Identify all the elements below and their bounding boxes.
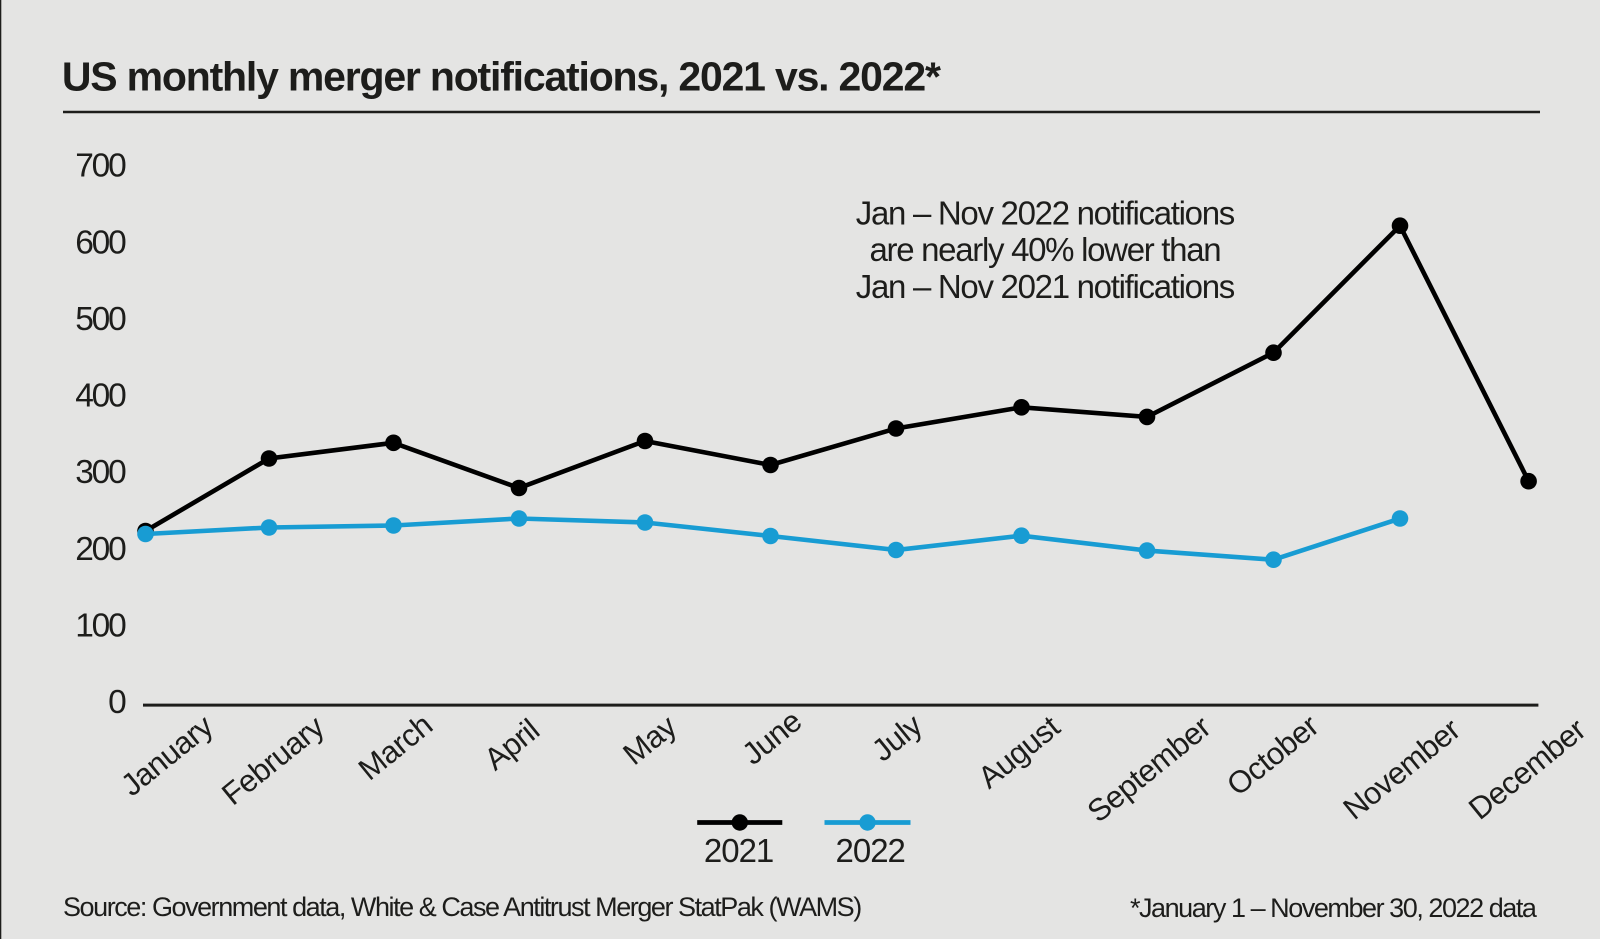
- svg-text:are nearly 40% lower than: are nearly 40% lower than: [869, 231, 1220, 268]
- svg-text:Jan – Nov 2022 notifications: Jan – Nov 2022 notifications: [856, 194, 1235, 231]
- svg-text:0: 0: [108, 684, 126, 721]
- svg-text:600: 600: [75, 224, 126, 261]
- svg-text:700: 700: [75, 148, 126, 185]
- svg-text:US monthly merger notification: US monthly merger notifications, 2021 vs…: [62, 54, 941, 100]
- svg-text:2021: 2021: [704, 832, 773, 869]
- svg-text:400: 400: [75, 378, 126, 415]
- svg-text:2022: 2022: [835, 832, 904, 869]
- svg-text:300: 300: [75, 454, 126, 491]
- svg-text:Jan – Nov 2021 notifications: Jan – Nov 2021 notifications: [856, 268, 1235, 305]
- svg-text:500: 500: [75, 301, 126, 338]
- svg-text:*January 1 – November 30, 2022: *January 1 – November 30, 2022 data: [1130, 893, 1538, 923]
- svg-text:100: 100: [75, 608, 126, 645]
- svg-text:Source: Government data, White: Source: Government data, White & Case An…: [63, 892, 861, 922]
- svg-text:200: 200: [75, 531, 126, 568]
